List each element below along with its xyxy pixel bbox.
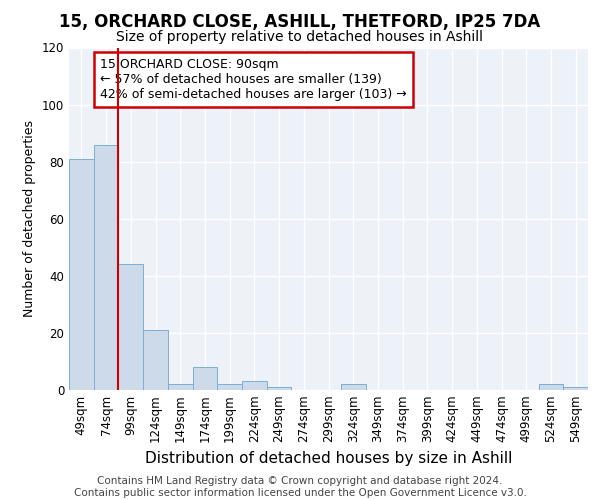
X-axis label: Distribution of detached houses by size in Ashill: Distribution of detached houses by size … bbox=[145, 451, 512, 466]
Bar bbox=[539, 384, 563, 390]
Bar bbox=[193, 367, 217, 390]
Bar bbox=[118, 264, 143, 390]
Text: Size of property relative to detached houses in Ashill: Size of property relative to detached ho… bbox=[116, 30, 484, 44]
Bar bbox=[563, 387, 588, 390]
Text: Contains HM Land Registry data © Crown copyright and database right 2024.
Contai: Contains HM Land Registry data © Crown c… bbox=[74, 476, 526, 498]
Text: 15 ORCHARD CLOSE: 90sqm
← 57% of detached houses are smaller (139)
42% of semi-d: 15 ORCHARD CLOSE: 90sqm ← 57% of detache… bbox=[100, 58, 407, 101]
Y-axis label: Number of detached properties: Number of detached properties bbox=[23, 120, 36, 318]
Bar bbox=[267, 387, 292, 390]
Bar bbox=[242, 382, 267, 390]
Bar bbox=[168, 384, 193, 390]
Bar bbox=[341, 384, 365, 390]
Text: 15, ORCHARD CLOSE, ASHILL, THETFORD, IP25 7DA: 15, ORCHARD CLOSE, ASHILL, THETFORD, IP2… bbox=[59, 12, 541, 30]
Bar bbox=[94, 144, 118, 390]
Bar bbox=[143, 330, 168, 390]
Bar bbox=[69, 159, 94, 390]
Bar bbox=[217, 384, 242, 390]
